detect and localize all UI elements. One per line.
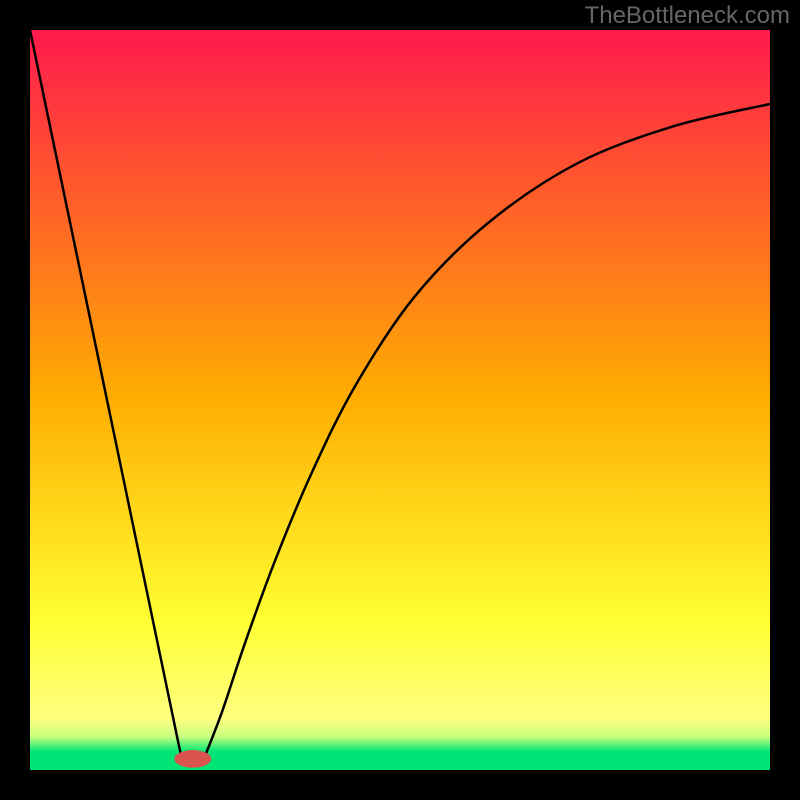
chart-container: TheBottleneck.com (0, 0, 800, 800)
watermark-text: TheBottleneck.com (585, 2, 790, 30)
bottleneck-chart (0, 0, 800, 800)
